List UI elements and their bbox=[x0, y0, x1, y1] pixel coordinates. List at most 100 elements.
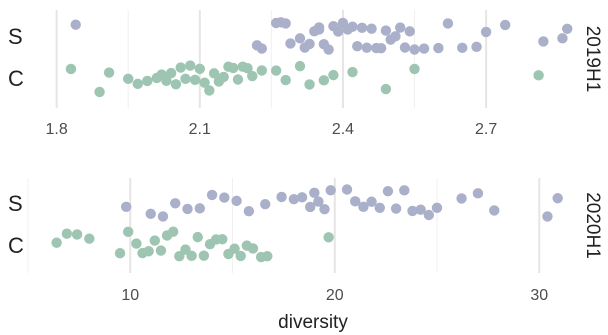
panel-2020H1: CS 10 20 30 2020H1 bbox=[8, 178, 603, 304]
panel-strip-label: 2019H1 bbox=[582, 26, 603, 93]
data-point-S bbox=[243, 205, 255, 217]
category-label-C: C bbox=[8, 66, 24, 91]
data-point-S bbox=[499, 19, 511, 31]
data-point-C bbox=[229, 243, 240, 254]
data-point-C bbox=[198, 250, 210, 261]
data-point-C bbox=[170, 79, 182, 90]
x-tick-label: 1.8 bbox=[46, 121, 68, 138]
data-point-C bbox=[132, 78, 143, 90]
data-point-C bbox=[323, 232, 334, 243]
data-point-C bbox=[318, 75, 330, 86]
data-point-S bbox=[409, 44, 420, 55]
panel-strip-label: 2020H1 bbox=[582, 192, 603, 259]
data-point-S bbox=[145, 208, 156, 220]
x-axis-title: diversity bbox=[278, 312, 348, 333]
data-point-S bbox=[407, 205, 418, 217]
x-tick-label: 2.1 bbox=[189, 121, 211, 138]
data-point-S bbox=[366, 196, 377, 207]
data-point-S bbox=[231, 195, 242, 207]
data-point-S bbox=[382, 186, 394, 197]
data-point-S bbox=[309, 187, 320, 199]
data-point-C bbox=[533, 70, 544, 81]
data-point-C bbox=[180, 73, 191, 85]
data-point-C bbox=[94, 86, 105, 98]
data-point-C bbox=[143, 246, 154, 257]
data-point-S bbox=[431, 202, 443, 214]
data-point-C bbox=[123, 226, 134, 238]
category-label-C: C bbox=[8, 233, 24, 258]
data-point-S bbox=[395, 22, 406, 33]
data-point-C bbox=[174, 250, 185, 262]
data-point-S bbox=[399, 185, 410, 196]
data-point-S bbox=[280, 18, 291, 29]
data-point-C bbox=[347, 66, 358, 78]
data-point-C bbox=[409, 63, 420, 75]
data-point-S bbox=[442, 18, 454, 29]
data-point-C bbox=[199, 77, 210, 88]
data-point-C bbox=[186, 250, 197, 262]
data-point-C bbox=[131, 238, 142, 249]
data-point-C bbox=[155, 245, 167, 256]
data-point-S bbox=[256, 43, 268, 54]
data-point-S bbox=[380, 25, 392, 36]
data-point-S bbox=[415, 204, 426, 215]
data-point-C bbox=[194, 63, 205, 75]
data-point-S bbox=[542, 211, 553, 222]
data-point-S bbox=[472, 188, 484, 199]
data-point-C bbox=[189, 74, 201, 86]
data-point-S bbox=[294, 33, 306, 44]
category-label-S: S bbox=[8, 24, 23, 49]
data-point-S bbox=[323, 44, 334, 55]
data-point-S bbox=[562, 23, 573, 34]
data-point-S bbox=[552, 193, 563, 204]
data-point-C bbox=[123, 73, 134, 85]
data-point-S bbox=[418, 43, 430, 54]
data-point-S bbox=[489, 205, 500, 216]
data-point-S bbox=[194, 203, 205, 214]
data-point-S bbox=[341, 184, 353, 195]
data-point-S bbox=[170, 198, 181, 209]
data-point-S bbox=[471, 41, 482, 53]
x-tick-label: 20 bbox=[326, 287, 344, 304]
data-point-S bbox=[361, 42, 373, 53]
data-point-S bbox=[480, 26, 492, 38]
data-point-S bbox=[423, 209, 435, 221]
data-point-S bbox=[285, 38, 296, 49]
data-point-C bbox=[256, 65, 268, 76]
data-point-C bbox=[328, 69, 339, 81]
data-point-S bbox=[399, 42, 411, 53]
data-point-C bbox=[294, 60, 306, 72]
data-point-C bbox=[61, 228, 73, 239]
panel-2019H1: CS 1.8 2.1 2.4 2.7 2019H1 bbox=[8, 10, 603, 138]
data-point-S bbox=[538, 36, 549, 47]
data-point-C bbox=[218, 71, 229, 83]
data-point-C bbox=[242, 62, 253, 74]
data-point-C bbox=[204, 85, 215, 96]
data-point-S bbox=[356, 22, 368, 34]
data-point-S bbox=[325, 185, 336, 196]
data-point-C bbox=[232, 74, 244, 85]
data-point-S bbox=[313, 196, 324, 207]
data-point-S bbox=[206, 189, 218, 201]
data-point-C bbox=[217, 234, 228, 245]
data-point-C bbox=[185, 60, 196, 71]
data-point-C bbox=[84, 233, 95, 244]
data-point-S bbox=[433, 42, 444, 54]
category-label-S: S bbox=[8, 191, 23, 216]
data-point-C bbox=[71, 229, 83, 240]
data-point-C bbox=[165, 67, 177, 79]
data-point-C bbox=[270, 65, 282, 76]
data-point-S bbox=[557, 33, 568, 44]
data-point-S bbox=[296, 192, 308, 203]
x-tick-label: 30 bbox=[530, 287, 548, 304]
data-point-S bbox=[304, 38, 315, 50]
data-point-S bbox=[332, 26, 344, 37]
data-point-S bbox=[70, 19, 81, 30]
data-point-C bbox=[280, 74, 291, 86]
data-point-C bbox=[161, 75, 172, 86]
data-point-C bbox=[262, 251, 273, 262]
data-point-S bbox=[374, 202, 385, 214]
data-point-C bbox=[103, 67, 115, 78]
x-tick-label: 10 bbox=[121, 287, 139, 304]
